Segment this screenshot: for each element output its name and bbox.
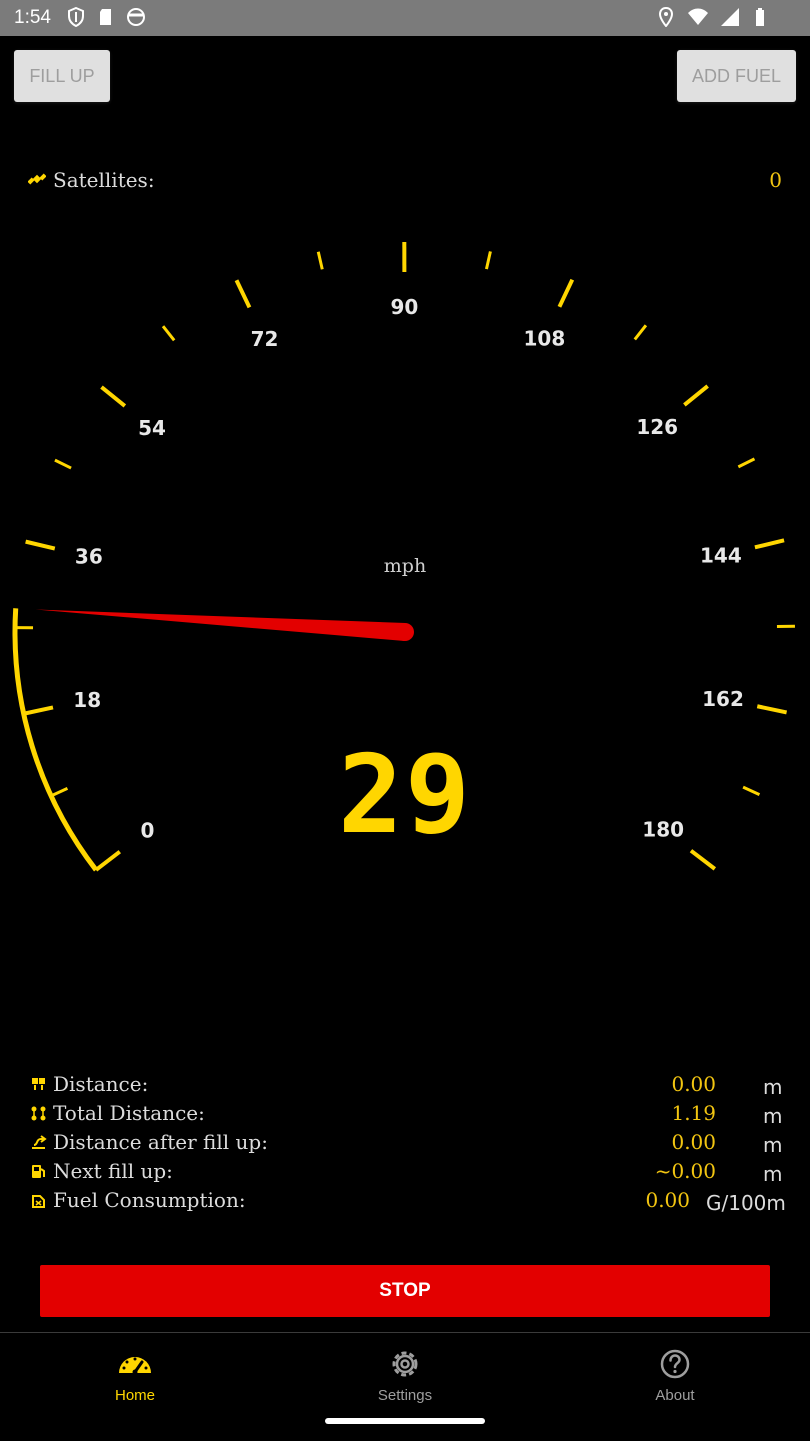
- nav-settings-label: Settings: [335, 1387, 475, 1404]
- info-label: Next fill up:: [53, 1159, 173, 1183]
- minor-tick: [486, 251, 490, 269]
- info-row: Total Distance: 1.19 m: [30, 1101, 782, 1130]
- info-label: Fuel Consumption:: [53, 1188, 246, 1212]
- major-tick: [26, 542, 55, 549]
- info-label: Distance:: [53, 1072, 148, 1096]
- major-tick: [684, 386, 707, 405]
- minor-tick: [51, 788, 67, 796]
- gauge-tick-label: 126: [636, 415, 678, 439]
- info-value: 1.19: [671, 1101, 716, 1125]
- satellites-row: Satellites: 0: [28, 166, 782, 194]
- satellite-icon: [28, 170, 46, 188]
- minor-tick: [635, 325, 646, 339]
- major-tick: [96, 852, 120, 870]
- nav-home[interactable]: Home: [65, 1345, 205, 1404]
- gauge-tick-label: 180: [642, 817, 684, 841]
- satellites-label: Satellites:: [53, 168, 155, 192]
- info-row: Distance after fill up: 0.00 m: [30, 1130, 782, 1159]
- location-icon: [656, 7, 676, 27]
- battery-icon: [752, 7, 772, 27]
- signal-icon: [720, 7, 740, 27]
- gear-icon: [386, 1345, 424, 1383]
- speed-readout: 29: [305, 733, 505, 858]
- minor-tick: [318, 252, 322, 270]
- major-tick: [755, 540, 784, 547]
- status-icons-right: [656, 7, 772, 27]
- info-value: 0.00: [671, 1072, 716, 1096]
- speed-needle: [36, 610, 406, 641]
- info-unit: G/100m: [706, 1191, 786, 1215]
- minor-tick: [163, 326, 174, 340]
- shield-icon: [66, 7, 86, 27]
- stop-button[interactable]: STOP: [40, 1265, 770, 1317]
- bottom-navigation: Home Settings About: [0, 1332, 810, 1441]
- major-tick: [757, 706, 786, 712]
- speed-unit-label: mph: [360, 555, 450, 577]
- nav-settings[interactable]: Settings: [335, 1345, 475, 1404]
- major-tick: [24, 707, 53, 713]
- speedometer-icon: [116, 1345, 154, 1383]
- major-tick: [691, 851, 715, 869]
- needle-hub: [396, 623, 414, 641]
- info-unit: m: [763, 1075, 782, 1099]
- help-icon: [656, 1345, 694, 1383]
- gauge-tick-label: 108: [524, 326, 566, 350]
- info-label: Total Distance:: [53, 1101, 205, 1125]
- gauge-tick-label: 144: [700, 544, 742, 568]
- status-time: 1:54: [14, 7, 51, 29]
- gauge-tick-label: 90: [391, 295, 419, 319]
- minor-tick: [743, 787, 759, 795]
- info-unit: m: [763, 1133, 782, 1157]
- status-bar: 1:54: [0, 0, 810, 36]
- sd-card-icon: [96, 7, 116, 27]
- info-unit: m: [763, 1162, 782, 1186]
- gauge-tick-label: 162: [702, 687, 744, 711]
- gauge-tick-label: 36: [75, 545, 103, 569]
- info-row: Next fill up: ~0.00 m: [30, 1159, 782, 1188]
- info-label: Distance after fill up:: [53, 1130, 268, 1154]
- route-icon: [30, 1134, 47, 1151]
- nav-home-label: Home: [65, 1387, 205, 1404]
- major-tick: [101, 387, 124, 406]
- satellites-value: 0: [769, 168, 782, 192]
- status-icons-left: [66, 7, 146, 27]
- gauge-tick-label: 72: [251, 327, 279, 351]
- info-value: 0.00: [671, 1130, 716, 1154]
- gauge-tick-label: 54: [138, 416, 166, 440]
- major-tick: [559, 280, 572, 307]
- speed-progress-arc: [15, 608, 96, 870]
- nav-about-label: About: [605, 1387, 745, 1404]
- minor-tick: [738, 459, 754, 467]
- info-value: 0.00: [645, 1188, 690, 1212]
- gauge-tick-label: 0: [141, 818, 155, 842]
- wifi-icon: [688, 7, 708, 27]
- add-fuel-button[interactable]: ADD FUEL: [677, 50, 796, 102]
- major-tick: [236, 280, 249, 307]
- info-row: Distance: 0.00 m: [30, 1072, 782, 1101]
- gauge-tick-label: 18: [73, 688, 101, 712]
- info-unit: m: [763, 1104, 782, 1128]
- fuel-pump-icon: [30, 1163, 47, 1180]
- fill-up-button[interactable]: FILL UP: [14, 50, 110, 102]
- home-indicator: [325, 1418, 485, 1424]
- distance-icon: [30, 1076, 47, 1093]
- total-distance-icon: [30, 1105, 47, 1122]
- nav-about[interactable]: About: [605, 1345, 745, 1404]
- fuel-can-icon: [30, 1192, 47, 1209]
- info-value: ~0.00: [655, 1159, 716, 1183]
- minor-tick: [55, 460, 71, 468]
- face-icon: [126, 7, 146, 27]
